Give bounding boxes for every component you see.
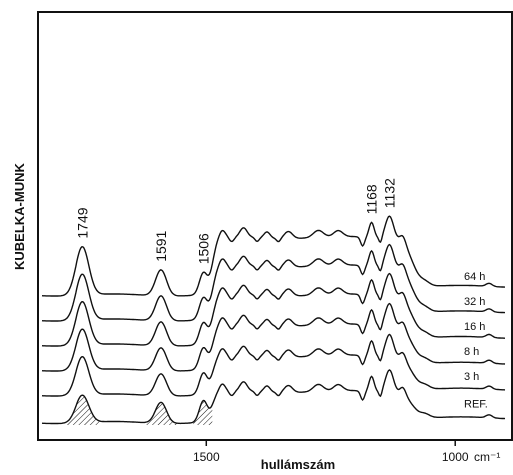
plot-frame <box>38 12 512 440</box>
x-axis-unit: cm⁻¹ <box>474 450 500 464</box>
hatched-band <box>144 402 177 425</box>
series-line-64h <box>42 216 505 296</box>
x-tick-label: 1500 <box>193 450 220 464</box>
series-label: REF. <box>464 399 488 411</box>
peak-label: 1132 <box>382 178 398 208</box>
series-label: 16 h <box>464 321 485 333</box>
series-line-ref <box>42 370 505 424</box>
spectra-group <box>42 216 505 423</box>
series-label: 64 h <box>464 271 485 283</box>
x-axis-label: hullámszám <box>261 457 335 472</box>
peak-label: 1749 <box>74 207 90 238</box>
series-label: 8 h <box>464 346 479 358</box>
series-labels: REF. 3 h 8 h 16 h 32 h 64 h <box>464 271 488 411</box>
peak-label: 1591 <box>153 230 169 261</box>
x-tick-label: 1000 <box>442 450 469 464</box>
y-axis-label: KUBELKA-MUNK <box>12 163 27 270</box>
peak-label: 1506 <box>195 233 211 264</box>
series-label: 32 h <box>464 296 485 308</box>
series-line-16h <box>42 274 505 346</box>
series-label: 3 h <box>464 371 479 383</box>
series-line-32h <box>42 245 505 321</box>
hatched-band <box>193 401 212 426</box>
peak-label: 1168 <box>364 184 380 214</box>
hatched-band <box>64 395 100 425</box>
peak-labels: 1749 1591 1506 1168 1132 <box>74 178 397 264</box>
